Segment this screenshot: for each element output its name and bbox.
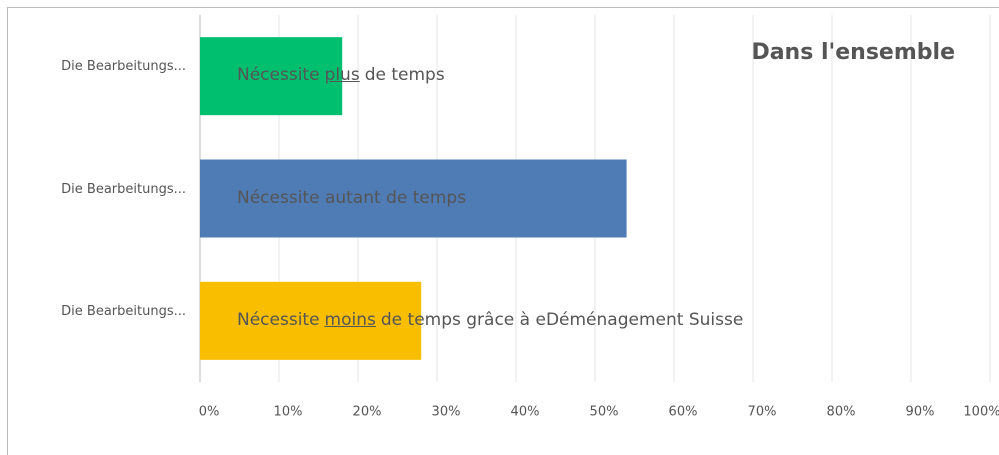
- x-tick-label: 40%: [511, 405, 540, 420]
- x-tick-label: 60%: [669, 405, 698, 420]
- x-tick-label: 20%: [353, 405, 382, 420]
- annotation-after: de temps grâce à eDéménagement Suisse: [380, 309, 744, 330]
- category-label: Die Bearbeitungs...: [61, 59, 186, 75]
- bar-annotation: Nécessite autant de temps: [237, 188, 466, 208]
- category-label: Die Bearbeitungs...: [61, 181, 186, 197]
- x-tick-label: 0%: [199, 405, 220, 420]
- bar-annotation: Nécessite moins de temps grâce à eDéménage…: [237, 310, 743, 330]
- category-label: Die Bearbeitungs...: [61, 303, 186, 319]
- x-tick-label: 30%: [432, 405, 461, 420]
- x-tick-label: 90%: [906, 405, 935, 420]
- annotation-before: Nécessite autant de temps: [237, 187, 467, 208]
- x-tick-label: 50%: [590, 405, 619, 420]
- bar: [200, 37, 343, 116]
- annotation-emphasis: plus: [324, 65, 360, 86]
- x-tick-label: 80%: [827, 405, 856, 420]
- frame: [7, 7, 999, 455]
- annotation-before: Nécessite: [237, 309, 320, 330]
- x-tick-label: 100%: [963, 405, 999, 420]
- x-tick-label: 10%: [274, 405, 303, 420]
- annotation-before: Nécessite: [237, 65, 320, 86]
- bar: [200, 281, 422, 360]
- chart-title: Dans l'ensemble: [751, 40, 955, 65]
- annotation-emphasis: moins: [324, 309, 376, 330]
- annotation-after: de temps: [364, 65, 445, 86]
- x-tick-label: 70%: [748, 405, 777, 420]
- bar-annotation: Nécessite plus de temps: [237, 65, 445, 85]
- bar: [200, 159, 627, 238]
